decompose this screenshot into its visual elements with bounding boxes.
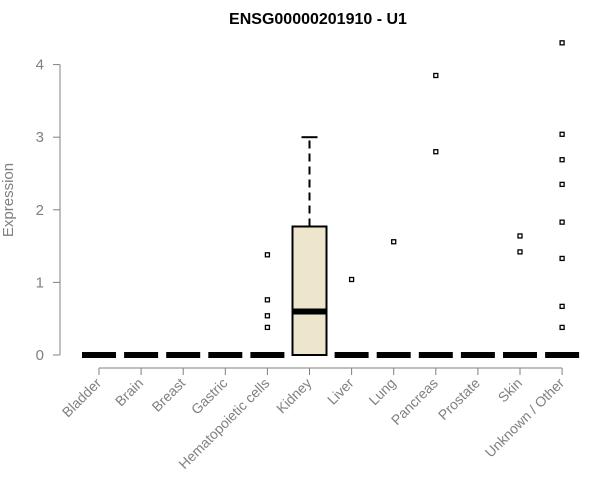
outlier-point [264,297,271,303]
box-group [418,72,453,358]
x-tick-label: Pancreas [388,375,441,428]
outlier-point [264,252,271,258]
outlier-point [559,219,565,225]
box [291,225,328,356]
box-group [334,276,369,358]
box-group [291,136,328,356]
outlier-point [348,276,355,283]
x-tick-label: Liver [324,375,357,408]
x-tick-label: Breast [148,375,188,415]
outlier-point [559,40,565,46]
outlier-point [559,324,565,331]
outlier-point [391,239,397,245]
y-tick-label: 1 [36,274,44,291]
outlier-point [559,255,565,262]
y-tick-label: 3 [36,129,44,146]
box-group [545,40,580,358]
outlier-point [517,233,523,239]
box-group [376,239,411,358]
y-tick-label: 2 [36,202,44,219]
y-axis: 0 1 2 3 4 [36,57,61,364]
outlier-point [559,303,565,310]
box-group [250,252,285,358]
y-tick-label: 0 [36,347,44,364]
outlier-point [559,181,565,188]
y-axis-label: Expression [0,163,17,237]
outlier-point [517,249,523,255]
plot-area [82,40,580,358]
x-tick-label: Skin [495,375,526,406]
y-tick-label: 4 [36,57,44,74]
outlier-point [559,157,565,163]
box-group [503,233,537,358]
outlier-point [559,131,565,137]
x-tick-label: Prostate [435,375,483,423]
x-tick-label: Bladder [59,375,105,421]
chart-title: ENSG00000201910 - U1 [229,11,407,28]
outlier-point [433,149,439,155]
outlier-point [264,313,271,319]
x-tick-label: Brain [112,375,146,409]
x-tick-label: Kidney [273,375,315,417]
x-tick-label: Lung [365,375,398,408]
outlier-point [264,324,271,331]
x-tick-label: Unknown / Other [482,375,568,461]
outlier-point [433,72,439,79]
